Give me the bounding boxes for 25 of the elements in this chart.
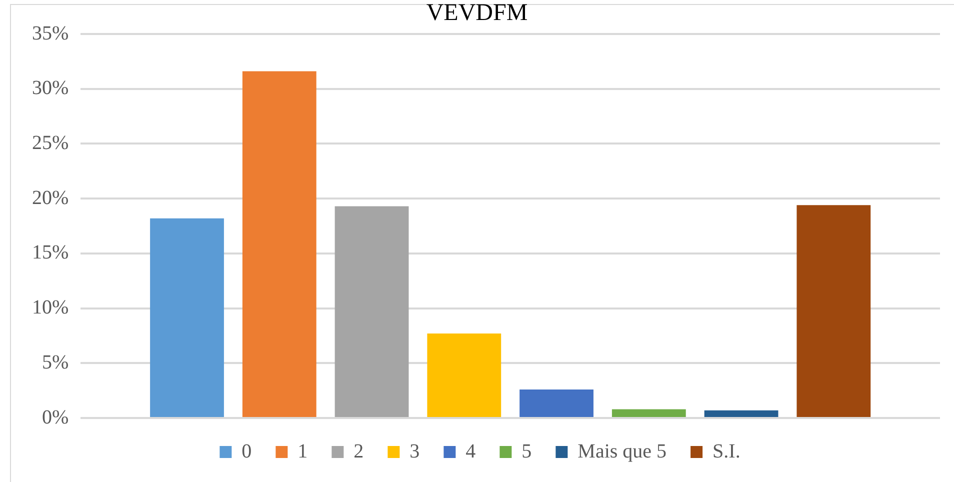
y-tick-label: 0% — [42, 406, 69, 428]
legend-label: 4 — [466, 440, 476, 462]
bar — [427, 334, 502, 417]
y-tick-label: 25% — [32, 132, 69, 154]
legend-label: 1 — [298, 440, 308, 462]
bar — [520, 389, 594, 417]
legend-label: 3 — [410, 440, 420, 462]
y-tick-label: 30% — [32, 77, 69, 100]
y-tick-label: 20% — [32, 186, 69, 209]
legend-label: 5 — [522, 440, 532, 462]
y-tick-label: 35% — [32, 22, 69, 44]
y-tick-label: 15% — [32, 242, 69, 264]
legend-label: 0 — [242, 440, 252, 462]
bar — [612, 409, 686, 417]
bar — [704, 410, 778, 417]
y-tick-label: 10% — [32, 296, 69, 319]
legend-label: 2 — [354, 440, 364, 462]
chart-title: VEVDFM — [426, 0, 528, 26]
bar — [242, 71, 316, 417]
y-tick-label: 5% — [42, 351, 69, 374]
legend-label: Mais que 5 — [578, 440, 667, 462]
legend-label: S.I. — [712, 440, 740, 462]
bar — [334, 206, 409, 417]
bar — [150, 218, 224, 417]
bar — [796, 205, 871, 417]
